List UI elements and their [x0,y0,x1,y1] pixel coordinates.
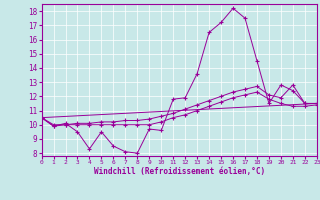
X-axis label: Windchill (Refroidissement éolien,°C): Windchill (Refroidissement éolien,°C) [94,167,265,176]
